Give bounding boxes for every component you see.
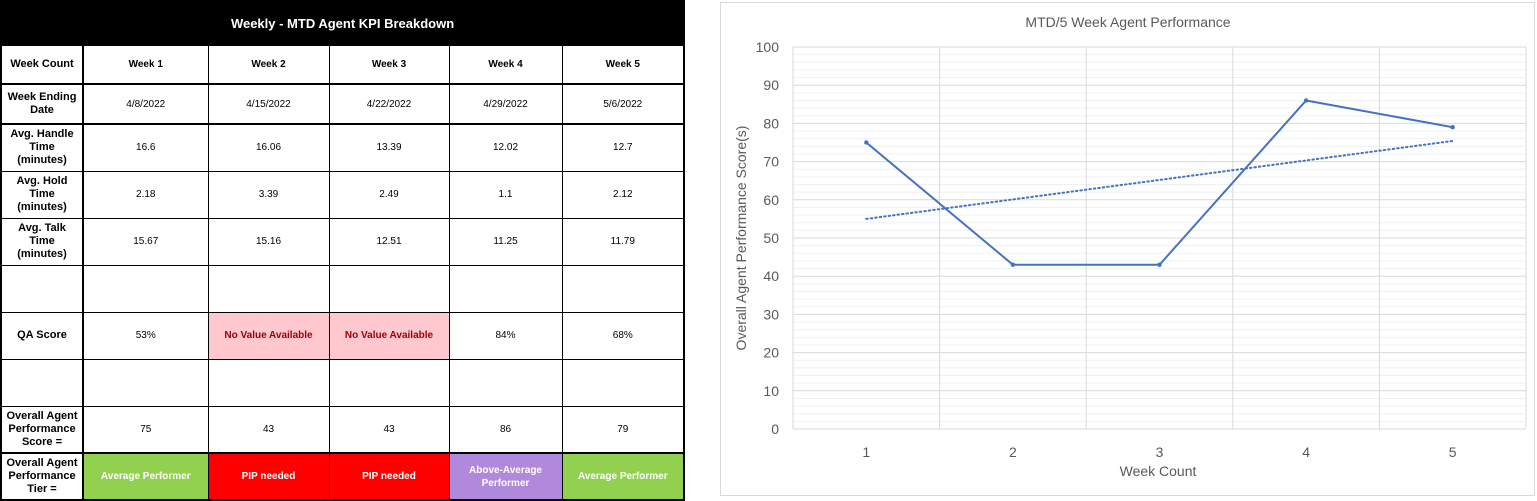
table-cell: 2.18 (82, 170, 209, 219)
row-label-hold-time: Avg. Hold Time (minutes) (0, 170, 84, 219)
y-tick-label: 100 (756, 39, 780, 55)
week-header: Week 3 (328, 44, 450, 85)
data-point (1010, 262, 1016, 267)
x-tick-label: 5 (1449, 444, 1457, 460)
qa-no-value-cell: No Value Available (328, 311, 450, 360)
week-header: Week 2 (207, 44, 330, 85)
table-cell: 4/15/2022 (207, 83, 330, 125)
kpi-table: Weekly - MTD Agent KPI Breakdown Week Co… (0, 0, 686, 501)
table-title: Weekly - MTD Agent KPI Breakdown (0, 0, 686, 46)
y-tick-label: 90 (763, 77, 779, 93)
tier-cell: PIP needed (207, 452, 330, 501)
y-tick-label: 20 (763, 345, 779, 361)
table-cell: 5/6/2022 (561, 83, 686, 125)
series-line (865, 99, 1453, 266)
week-header: Week 5 (561, 44, 686, 85)
y-axis-label: Overall Agent Performance Score(s) (733, 126, 749, 351)
table-cell: 16.6 (82, 123, 209, 172)
y-tick-label: 0 (771, 421, 779, 437)
week-header: Week 4 (448, 44, 563, 85)
table-cell: 79 (561, 405, 686, 454)
tier-cell: Above-Average Performer (448, 452, 563, 501)
table-cell: 43 (328, 405, 450, 454)
table-cell: 84% (448, 311, 563, 360)
table-cell (448, 264, 563, 313)
table-cell: 68% (561, 311, 686, 360)
table-cell: 86 (448, 405, 563, 454)
row-label-performance-score: Overall Agent Performance Score = (0, 405, 84, 454)
table-cell: 43 (207, 405, 330, 454)
table-cell: 1.1 (448, 170, 563, 219)
tier-cell: Average Performer (561, 452, 686, 501)
row-label-handle-time: Avg. Handle Time (minutes) (0, 123, 84, 172)
table-cell: 11.79 (561, 217, 686, 266)
data-point (864, 140, 869, 145)
table-cell (561, 358, 686, 407)
chart-panel: MTD/5 Week Agent Performance Week Count … (720, 2, 1535, 496)
week-count-label: Week Count (0, 44, 84, 85)
week-header: Week 1 (82, 44, 209, 85)
line-chart: MTD/5 Week Agent Performance Week Count … (733, 14, 1527, 479)
chart-title: MTD/5 Week Agent Performance (1025, 14, 1230, 30)
x-tick-label: 4 (1302, 444, 1310, 460)
y-tick-label: 60 (763, 192, 779, 208)
tier-cell: Average Performer (82, 452, 209, 501)
x-tick-label: 1 (862, 444, 870, 460)
data-point (1303, 98, 1309, 103)
tier-cell: PIP needed (328, 452, 450, 501)
table-cell: 4/22/2022 (328, 83, 450, 125)
data-point (1450, 125, 1455, 130)
x-tick-label: 3 (1156, 444, 1164, 460)
x-axis-label: Week Count (1120, 463, 1197, 479)
row-label-qa-score: QA Score (0, 311, 84, 360)
trendline (865, 139, 1454, 220)
table-cell (561, 264, 686, 313)
table-cell: 12.51 (328, 217, 450, 266)
row-label-blank (0, 264, 84, 313)
table-cell: 13.39 (328, 123, 450, 172)
table-cell (82, 358, 209, 407)
row-label-blank (0, 358, 84, 407)
y-tick-label: 10 (763, 383, 779, 399)
table-cell: 4/8/2022 (82, 83, 209, 125)
table-cell: 15.67 (82, 217, 209, 266)
table-cell (207, 358, 330, 407)
y-tick-label: 70 (763, 154, 779, 170)
row-label-performance-tier: Overall Agent Performance Tier = (0, 452, 84, 501)
table-cell: 15.16 (207, 217, 330, 266)
row-label-talk-time: Avg. Talk Time (minutes) (0, 217, 84, 266)
table-cell: 16.06 (207, 123, 330, 172)
data-point (1157, 262, 1162, 267)
table-cell: 11.25 (448, 217, 563, 266)
table-cell: 2.12 (561, 170, 686, 219)
table-cell: 2.49 (328, 170, 450, 219)
y-tick-label: 50 (763, 230, 779, 246)
table-cell (328, 358, 450, 407)
table-cell (328, 264, 450, 313)
x-tick-label: 2 (1009, 444, 1017, 460)
table-cell (207, 264, 330, 313)
y-tick-label: 80 (763, 115, 779, 131)
table-cell: 53% (82, 311, 209, 360)
row-label-week-ending-date: Week Ending Date (0, 83, 84, 125)
table-cell: 4/29/2022 (448, 83, 563, 125)
table-cell (448, 358, 563, 407)
table-cell: 12.7 (561, 123, 686, 172)
table-cell (82, 264, 209, 313)
table-cell: 3.39 (207, 170, 330, 219)
qa-no-value-cell: No Value Available (207, 311, 330, 360)
y-tick-label: 40 (763, 268, 779, 284)
table-cell: 12.02 (448, 123, 563, 172)
y-tick-label: 30 (763, 306, 779, 322)
table-cell: 75 (82, 405, 209, 454)
